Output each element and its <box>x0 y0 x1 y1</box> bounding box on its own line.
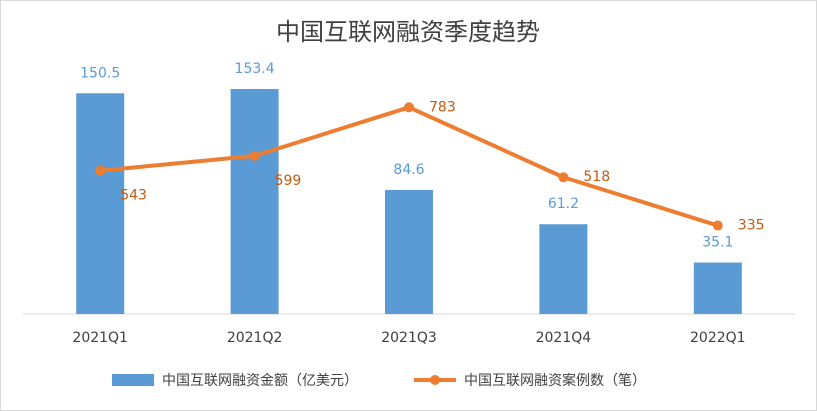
legend-swatch <box>430 375 440 385</box>
bar-value-label: 84.6 <box>393 162 424 178</box>
bar <box>693 262 742 314</box>
bar <box>76 93 125 315</box>
bar <box>385 189 433 314</box>
line-value-label: 335 <box>738 218 765 234</box>
x-tick-label: 2021Q1 <box>72 330 128 346</box>
x-tick-label: 2021Q4 <box>536 330 592 346</box>
legend-label: 中国互联网融资金额（亿美元） <box>162 373 358 389</box>
line-value-label: 518 <box>583 169 610 185</box>
line-value-label: 783 <box>429 99 456 115</box>
bar <box>230 89 279 314</box>
x-tick-label: 2022Q1 <box>690 330 746 346</box>
line-value-label: 543 <box>120 188 147 204</box>
x-tick-label: 2021Q2 <box>227 330 283 346</box>
chart-title: 中国互联网融资季度趋势 <box>276 18 540 46</box>
bar-value-label: 61.2 <box>548 196 579 212</box>
x-tick-label: 2021Q3 <box>381 330 437 346</box>
bar-value-label: 150.5 <box>80 65 120 81</box>
bar-value-label: 153.4 <box>235 61 275 77</box>
line-value-label: 599 <box>275 173 302 189</box>
legend-swatch <box>112 374 154 386</box>
line-point <box>95 165 106 176</box>
legend-label: 中国互联网融资案例数（笔） <box>464 372 646 389</box>
line-point <box>558 172 569 183</box>
line-point <box>249 150 260 161</box>
bar-value-label: 35.1 <box>702 235 733 251</box>
bar <box>539 224 588 314</box>
line-point <box>404 102 414 113</box>
line-point <box>712 220 723 231</box>
